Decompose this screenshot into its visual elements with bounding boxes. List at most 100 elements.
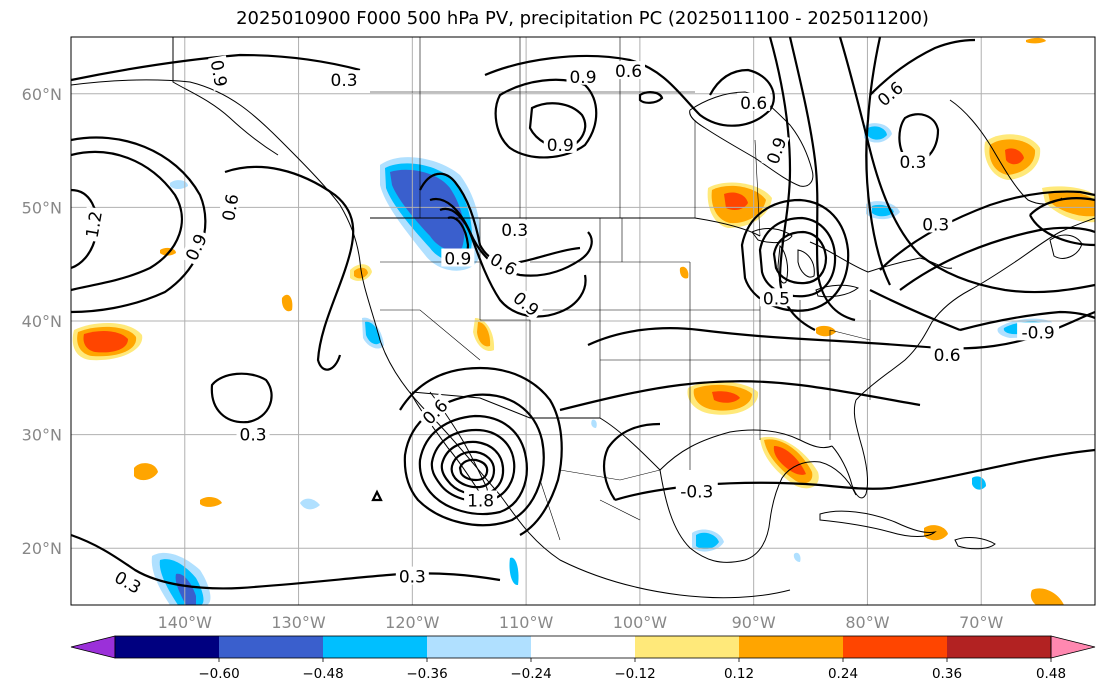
colorbar-extend-max xyxy=(1050,635,1096,659)
contour-label-text: -0.3 xyxy=(680,482,713,502)
precip-dot-9 xyxy=(816,325,836,337)
contour-label: 0.9 xyxy=(441,248,475,270)
contour-label: -0.9 xyxy=(1017,322,1060,343)
contour-ne-5 xyxy=(959,310,1095,332)
contour-label: 0.3 xyxy=(395,566,429,588)
lon-tick-label: 70°W xyxy=(959,613,1003,632)
contour-label: 1.8 xyxy=(464,490,498,511)
lon-tick-label: 90°W xyxy=(732,613,776,632)
contour-label: 0.3 xyxy=(896,151,930,173)
contour-ne-2 xyxy=(879,190,1095,271)
contour-label: 0.5 xyxy=(759,288,793,309)
lon-tick-label: 110°W xyxy=(499,613,554,632)
mexico-borders xyxy=(539,469,661,541)
precip-blob-gc-red xyxy=(773,446,806,475)
contour-label-bg xyxy=(485,247,523,280)
contour-north-0.6 xyxy=(484,54,775,127)
precip-dot-7 xyxy=(509,557,519,586)
contour-label-bg xyxy=(896,151,930,170)
contour-label: 0.6 xyxy=(737,92,771,114)
precip-blob-ne-orange xyxy=(1048,190,1095,217)
coastline-pacific xyxy=(71,79,791,599)
contour-pacific-0.9 xyxy=(71,150,183,292)
contour-label-text: 1.8 xyxy=(467,491,494,511)
contour-label-text: 0.3 xyxy=(331,71,358,91)
contour-label: 0.3 xyxy=(327,70,361,91)
contour-sw-0.6 xyxy=(399,366,563,536)
precip-blob-sw-blue xyxy=(175,573,196,605)
precip-dot-11 xyxy=(868,126,887,140)
contour-label-text: 0.9 xyxy=(206,58,230,88)
colorbar-tick-label: −0.12 xyxy=(614,666,655,682)
precip-shading xyxy=(72,37,1095,605)
lat-tick-label: 50°N xyxy=(22,198,62,217)
precip-blob-ms-red xyxy=(712,391,740,403)
lon-tick-label: 130°W xyxy=(271,613,326,632)
contour-label-bg xyxy=(236,424,270,443)
precip-dot-4 xyxy=(300,498,320,510)
lat-tick-label: 20°N xyxy=(22,539,62,558)
contour-label-bg xyxy=(327,70,361,89)
contour-label-bg xyxy=(508,285,546,321)
contour-label: 1.2 xyxy=(81,206,107,243)
colorbar-tick-label: −0.60 xyxy=(198,666,239,682)
contour-label-text: 0.3 xyxy=(922,215,949,235)
latitude-ticks: 20°N 30°N 40°N 50°N 60°N xyxy=(22,85,62,558)
precip-dot-19 xyxy=(1026,37,1046,44)
contour-label: 0.9 xyxy=(566,66,600,88)
contour-label-bg xyxy=(871,75,908,111)
contour-label-bg xyxy=(81,206,105,243)
contour-ne-6 xyxy=(869,289,961,332)
contour-label-bg xyxy=(675,481,718,500)
contour-label-bg xyxy=(612,61,646,80)
coastline-hispaniola xyxy=(954,536,996,550)
contour-label-bg xyxy=(759,288,793,307)
contour-label-text: 0.6 xyxy=(934,346,961,366)
contour-sw-low-4 xyxy=(440,440,505,496)
precip-dot-16 xyxy=(972,476,986,490)
coastline-texas xyxy=(659,429,833,471)
precip-blob-nw-blue xyxy=(390,169,465,251)
precip-dot-18 xyxy=(793,552,801,562)
contour-label: 0.6 xyxy=(217,189,243,226)
colorbar-tick-label: 0.24 xyxy=(828,666,858,682)
precip-dot-2 xyxy=(134,463,158,481)
contour-pacific-0.3b xyxy=(210,372,273,424)
contour-label: 0.3 xyxy=(498,220,532,241)
colorbar-segment xyxy=(843,636,948,658)
contour-trough-0.9 xyxy=(439,207,587,318)
contour-south-0.3 xyxy=(71,533,501,590)
contour-label-text: -0.9 xyxy=(1022,323,1055,343)
contour-labels: 0.30.9 0.9 0.60.60.9 0.90.60.30.61.20.9 0.30… xyxy=(81,55,1060,599)
colorbar-tick-label: 0.48 xyxy=(1036,666,1066,682)
contour-label-text: 0.3 xyxy=(399,568,426,588)
coastlines-and-borders xyxy=(71,37,1095,599)
colorbar-tick-label: 0.36 xyxy=(932,666,962,682)
lon-tick-label: 80°W xyxy=(845,613,889,632)
contour-label-text: 0.3 xyxy=(899,153,926,173)
colorbar: −0.60 −0.48 −0.36 −0.24 −0.12 0.12 0.24 0.36 0.4… xyxy=(70,635,1096,682)
colorbar-tick-label: 0.12 xyxy=(724,666,754,682)
contour-central-0.3 xyxy=(559,380,921,412)
contour-label: -0.3 xyxy=(675,481,718,502)
coastline-lake-huron xyxy=(797,249,815,278)
map-frame xyxy=(70,36,1096,606)
figure-title: 2025010900 F000 500 hPa PV, precipitatio… xyxy=(236,8,929,29)
contour-gl-low-3 xyxy=(772,230,828,285)
precip-blob-gl-red xyxy=(724,192,748,211)
coastline-florida xyxy=(831,399,869,499)
contour-label-text: 0.3 xyxy=(501,221,528,241)
contour-label: 0.3 xyxy=(919,214,953,235)
contour-label-text: 0.6 xyxy=(219,193,243,223)
contour-ne-4 xyxy=(1029,197,1095,247)
contour-south-neg0.3b xyxy=(602,422,661,501)
contour-label: 0.6 xyxy=(930,345,964,366)
colorbar-segment xyxy=(219,636,324,658)
pv-contours xyxy=(71,37,1095,590)
precip-blob-gulf-cyan xyxy=(696,532,719,550)
lon-tick-label: 140°W xyxy=(158,613,213,632)
colorbar-segment xyxy=(531,636,636,658)
contour-label-bg xyxy=(441,248,475,267)
colorbar-segment xyxy=(323,636,428,658)
precip-dot-5 xyxy=(170,180,188,189)
